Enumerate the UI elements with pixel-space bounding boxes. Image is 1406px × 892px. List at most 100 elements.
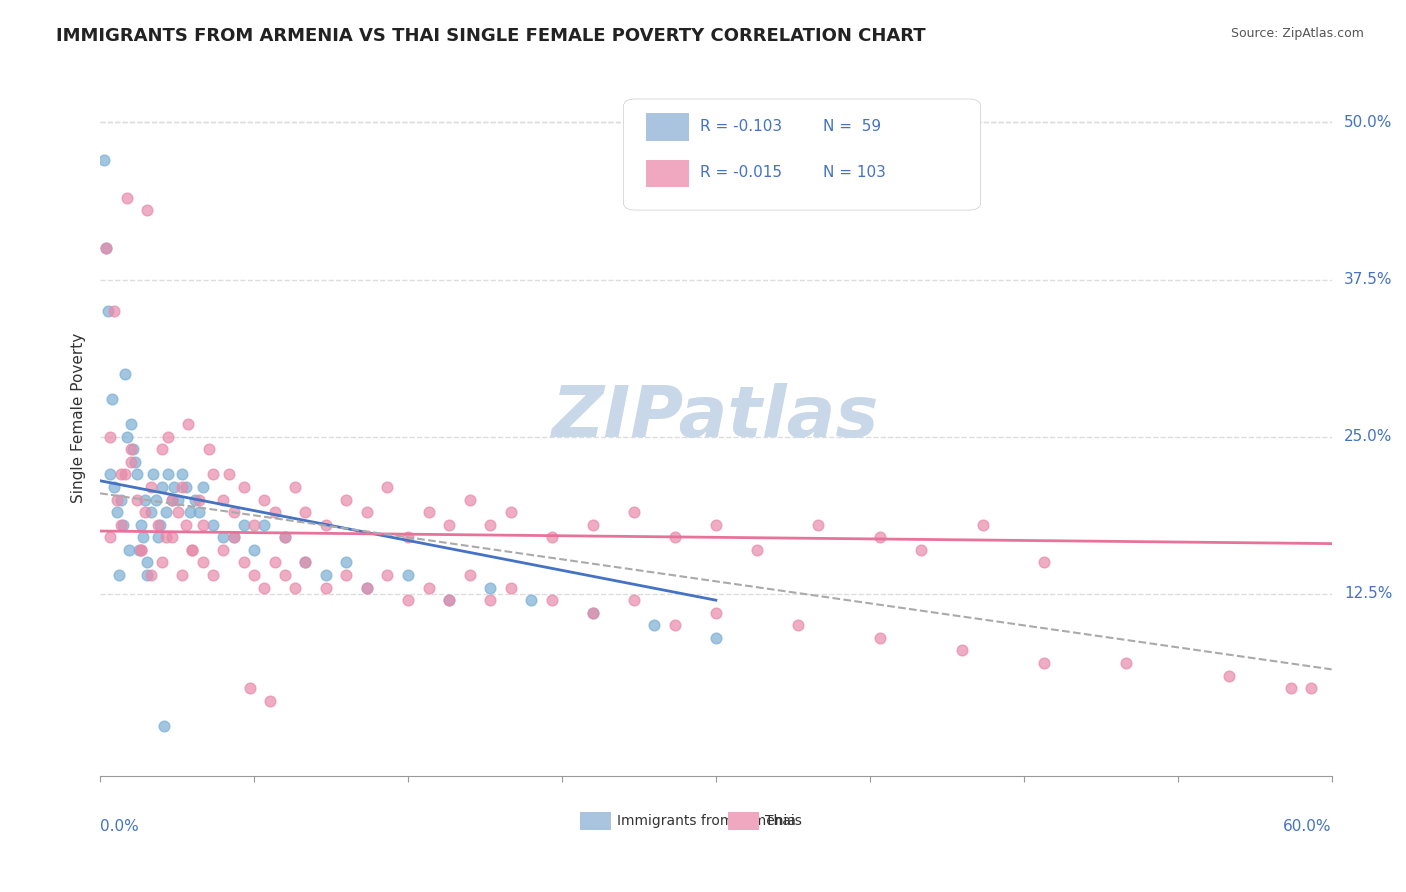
Point [191, 517, 214, 532]
Point [253, 492, 276, 507]
Point [356, 505, 378, 519]
Point [377, 480, 399, 494]
Text: N = 103: N = 103 [823, 165, 886, 180]
FancyBboxPatch shape [645, 113, 689, 141]
Point [259, 694, 281, 708]
Point [418, 505, 440, 519]
Text: 50.0%: 50.0% [1344, 115, 1392, 130]
Point [232, 517, 254, 532]
FancyBboxPatch shape [581, 812, 612, 830]
Text: N =  59: N = 59 [823, 119, 882, 134]
Point [274, 568, 297, 582]
Point [100, 430, 122, 444]
Point [869, 530, 891, 544]
Point [479, 593, 502, 607]
Point [176, 480, 198, 494]
Point [120, 442, 142, 457]
Point [191, 556, 214, 570]
Point [643, 618, 665, 632]
Point [115, 430, 138, 444]
Point [212, 530, 235, 544]
Point [124, 455, 146, 469]
Point [356, 581, 378, 595]
Point [212, 492, 235, 507]
Point [294, 556, 316, 570]
Point [183, 492, 205, 507]
Point [129, 517, 152, 532]
Text: 25.0%: 25.0% [1344, 429, 1392, 444]
Point [110, 517, 132, 532]
Point [141, 480, 163, 494]
Point [243, 568, 266, 582]
Point [198, 442, 221, 457]
Point [172, 467, 194, 482]
Point [356, 581, 378, 595]
Point [253, 581, 276, 595]
Point [623, 593, 645, 607]
Point [129, 542, 152, 557]
Point [125, 492, 148, 507]
Point [294, 556, 316, 570]
Point [152, 719, 174, 733]
Point [263, 556, 285, 570]
Point [396, 593, 419, 607]
Y-axis label: Single Female Poverty: Single Female Poverty [72, 333, 86, 503]
Point [176, 517, 198, 532]
Point [128, 542, 150, 557]
Point [202, 467, 225, 482]
Point [1033, 656, 1056, 670]
Point [315, 568, 337, 582]
Point [222, 505, 245, 519]
Point [132, 530, 155, 544]
Point [160, 530, 183, 544]
Point [111, 517, 134, 532]
Point [172, 568, 194, 582]
Point [972, 517, 994, 532]
Point [222, 530, 245, 544]
Point [499, 505, 522, 519]
FancyBboxPatch shape [645, 160, 689, 187]
Text: 37.5%: 37.5% [1344, 272, 1392, 287]
Point [136, 568, 159, 582]
Point [141, 505, 163, 519]
Point [150, 480, 173, 494]
Point [479, 517, 502, 532]
Point [155, 505, 177, 519]
Point [146, 530, 169, 544]
Point [187, 492, 209, 507]
Point [704, 517, 727, 532]
Point [118, 542, 141, 557]
Point [458, 568, 481, 582]
Point [134, 492, 156, 507]
Point [284, 480, 307, 494]
Point [156, 467, 179, 482]
Point [93, 153, 115, 168]
Point [163, 480, 186, 494]
Point [115, 191, 138, 205]
Point [239, 681, 262, 696]
Point [1033, 556, 1056, 570]
Point [274, 530, 297, 544]
Point [623, 505, 645, 519]
Point [142, 467, 165, 482]
Point [232, 556, 254, 570]
Point [396, 530, 419, 544]
Point [114, 367, 136, 381]
Point [212, 542, 235, 557]
Point [100, 467, 122, 482]
Point [167, 492, 190, 507]
Point [664, 618, 686, 632]
Point [96, 241, 118, 255]
Point [787, 618, 810, 632]
Text: Thais: Thais [765, 814, 801, 829]
Text: Immigrants from Armenia: Immigrants from Armenia [617, 814, 796, 829]
Point [136, 203, 159, 218]
Point [232, 480, 254, 494]
Point [105, 492, 128, 507]
Point [704, 631, 727, 645]
Point [136, 556, 159, 570]
Text: 60.0%: 60.0% [1284, 819, 1331, 834]
Text: Source: ZipAtlas.com: Source: ZipAtlas.com [1230, 27, 1364, 40]
Point [1115, 656, 1137, 670]
Point [540, 593, 562, 607]
